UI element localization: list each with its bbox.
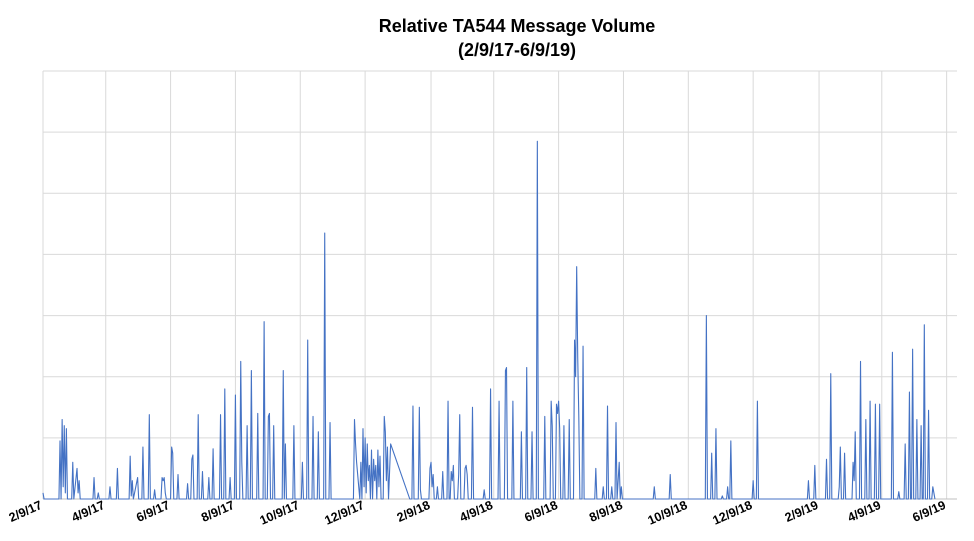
x-tick-label: 6/9/19 — [910, 498, 947, 525]
x-tick-label: 2/9/19 — [783, 498, 820, 525]
x-tick-label: 10/9/18 — [646, 498, 690, 528]
x-tick-label: 4/9/17 — [69, 498, 106, 525]
x-tick-label: 10/9/17 — [258, 498, 302, 528]
x-tick-label: 12/9/18 — [711, 498, 755, 528]
x-tick-label: 2/9/18 — [395, 498, 432, 525]
series-line — [42, 140, 936, 500]
chart-title-block: Relative TA544 Message Volume (2/9/17-6/… — [0, 14, 974, 62]
chart-title: Relative TA544 Message Volume — [378, 16, 656, 36]
x-tick-label: 2/9/17 — [7, 498, 44, 525]
x-tick-label: 12/9/17 — [323, 498, 367, 528]
x-tick-label: 4/9/18 — [458, 498, 495, 525]
x-tick-label: 8/9/18 — [587, 498, 624, 525]
x-tick-labels: 2/9/17 4/9/17 6/9/17 8/9/17 10/9/17 12/9/17 2/… — [7, 498, 948, 528]
series-lines — [42, 140, 936, 500]
x-tick-label: 8/9/17 — [199, 498, 236, 525]
chart-subtitle: (2/9/17-6/9/19) — [457, 40, 577, 60]
gridlines — [42, 70, 957, 499]
x-tick-label: 6/9/17 — [134, 498, 171, 525]
x-tick-label: 4/9/19 — [846, 498, 883, 525]
x-tick-label: 6/9/18 — [522, 498, 559, 525]
